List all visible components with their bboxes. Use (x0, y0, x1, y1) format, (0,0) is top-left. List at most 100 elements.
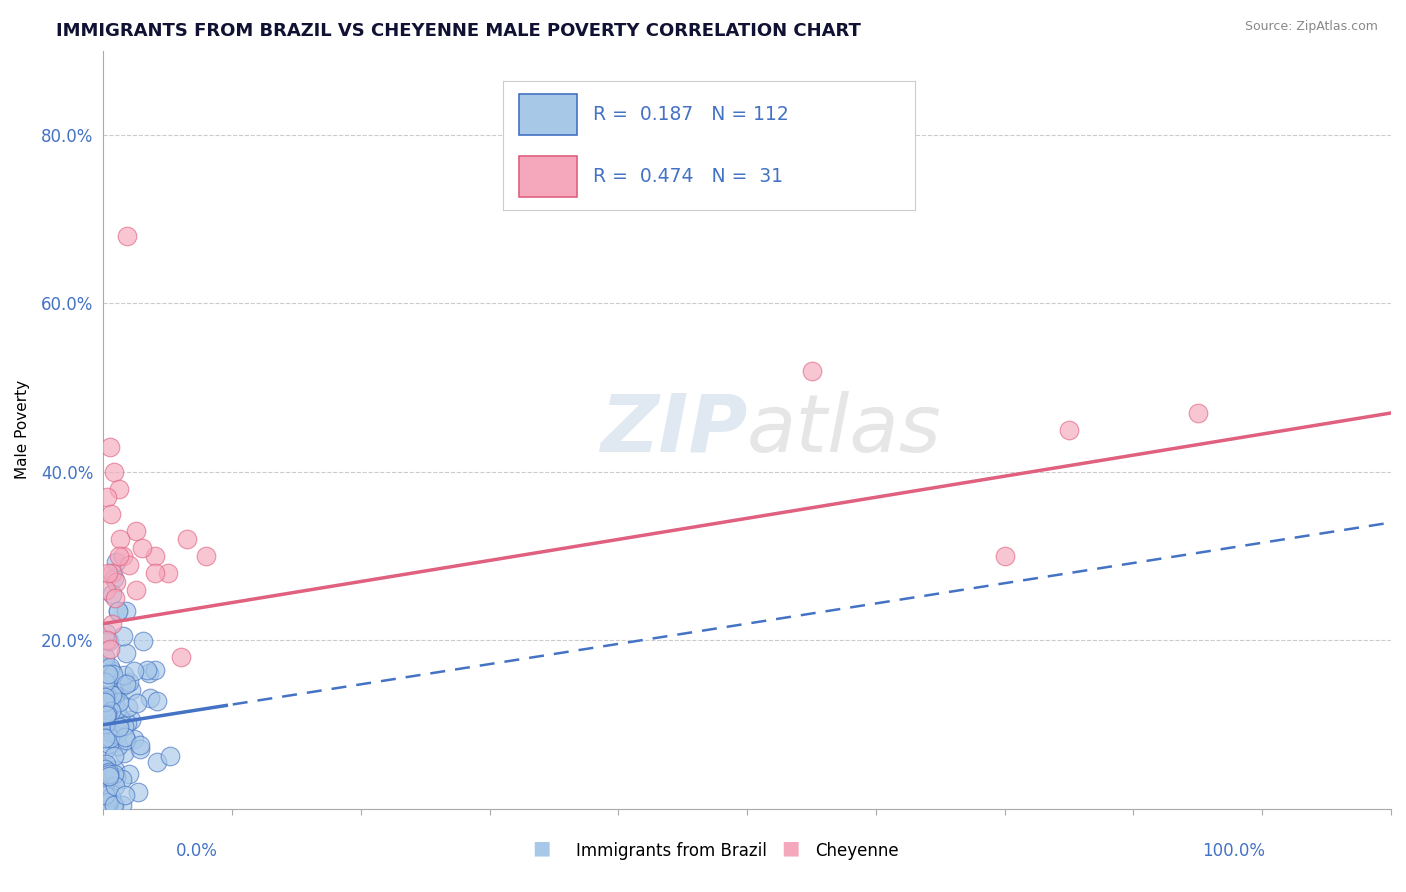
Text: 0.0%: 0.0% (176, 842, 218, 860)
Point (103, 667, 125, 681)
Point (101, 616, 124, 631)
Point (97, 769, 120, 783)
Point (110, 681, 132, 695)
Point (97, 702, 120, 716)
Point (100, 789, 122, 804)
Point (115, 715, 138, 730)
Point (103, 465, 125, 479)
Point (1057, 423, 1080, 437)
Point (107, 604, 129, 618)
Point (108, 533, 131, 547)
Point (93, 690, 115, 704)
Text: ■: ■ (780, 838, 800, 857)
Point (97, 737, 120, 751)
Point (97, 702, 120, 716)
Point (96, 706, 118, 721)
Point (98, 660, 121, 674)
Point (111, 549, 134, 564)
Point (115, 733, 138, 747)
Point (98, 780, 121, 794)
Point (93, 759, 115, 773)
Point (117, 700, 139, 714)
Point (96, 633, 118, 648)
Point (111, 629, 134, 643)
Point (129, 741, 152, 756)
Point (94, 660, 117, 674)
Point (96, 797, 118, 812)
Point (104, 695, 127, 709)
Point (112, 668, 135, 682)
Point (139, 691, 162, 706)
Point (124, 582, 146, 597)
Point (96, 714, 118, 728)
Text: Cheyenne: Cheyenne (815, 842, 898, 860)
Point (94, 582, 117, 597)
Point (105, 574, 128, 589)
Point (132, 634, 155, 648)
Point (93, 702, 115, 716)
Point (101, 797, 124, 812)
Point (101, 587, 124, 601)
Point (800, 364, 823, 378)
Point (93, 700, 115, 714)
Text: ZIP: ZIP (600, 391, 747, 469)
Point (103, 571, 125, 585)
Point (97, 795, 120, 809)
Point (93, 699, 115, 714)
Point (114, 788, 136, 802)
Point (94, 716, 117, 731)
Point (114, 730, 136, 744)
Point (93, 700, 115, 714)
Point (107, 717, 129, 731)
Point (107, 702, 129, 716)
Point (107, 603, 129, 617)
Point (97, 634, 120, 648)
Point (118, 558, 141, 572)
Text: 100.0%: 100.0% (1202, 842, 1265, 860)
Point (96, 706, 118, 721)
Point (94, 675, 117, 690)
Point (105, 727, 128, 741)
Point (124, 732, 146, 747)
Point (111, 772, 134, 787)
Point (98, 671, 121, 685)
Point (96, 731, 118, 745)
Point (138, 666, 160, 681)
Point (96, 786, 118, 800)
Point (94, 757, 117, 772)
Point (108, 720, 131, 734)
Point (98, 769, 121, 783)
Point (94, 776, 117, 790)
Point (111, 797, 134, 812)
Point (124, 524, 146, 538)
Point (96, 490, 118, 504)
Point (129, 739, 152, 753)
Point (93, 766, 115, 780)
Point (122, 665, 145, 679)
Point (159, 749, 181, 764)
Point (94, 712, 117, 726)
Point (96, 742, 118, 756)
Point (100, 704, 122, 718)
Point (145, 663, 167, 677)
Point (93, 712, 115, 726)
Point (101, 688, 124, 702)
Point (97, 797, 120, 812)
Point (146, 694, 169, 708)
Point (97, 666, 120, 681)
Point (100, 663, 122, 677)
Point (135, 663, 157, 677)
Point (125, 696, 148, 710)
Point (104, 591, 127, 606)
Point (115, 229, 138, 244)
Text: Immigrants from Brazil: Immigrants from Brazil (576, 842, 768, 860)
Point (103, 797, 125, 812)
Point (195, 549, 218, 564)
Point (97, 566, 120, 580)
Point (120, 713, 142, 727)
Point (104, 764, 127, 778)
Point (100, 721, 122, 735)
Point (103, 749, 125, 764)
Point (108, 711, 131, 725)
Point (104, 688, 127, 702)
